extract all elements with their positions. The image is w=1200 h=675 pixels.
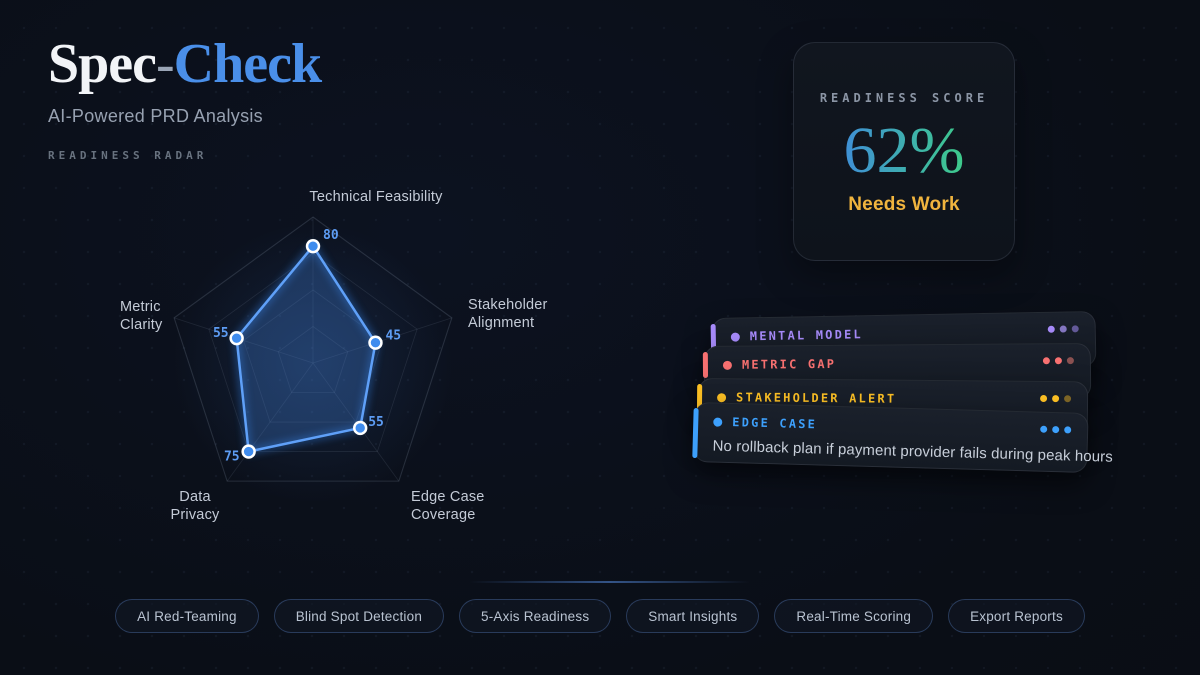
category-dot-icon bbox=[717, 392, 727, 402]
readiness-radar-chart: 80 45 55 75 55 Technical Feasibility Stakeho… bbox=[63, 180, 547, 540]
score-value: 62% bbox=[843, 114, 965, 187]
feature-pill-smart-insights[interactable]: Smart Insights bbox=[626, 599, 760, 633]
feature-pill-ai-red-teaming[interactable]: AI Red-Teaming bbox=[115, 599, 259, 633]
insight-card-title: MENTAL MODEL bbox=[749, 327, 864, 344]
brand-block: Spec-Check AI-Powered PRD Analysis READI… bbox=[48, 33, 322, 162]
score-status-badge: Needs Work bbox=[848, 194, 960, 216]
category-dot-icon bbox=[730, 331, 740, 342]
logo-text-accent: Check bbox=[173, 33, 322, 95]
svg-text:45: 45 bbox=[385, 329, 401, 344]
radar-svg: 80 45 55 75 55 bbox=[173, 216, 453, 503]
section-label: READINESS RADAR bbox=[48, 149, 208, 162]
svg-text:75: 75 bbox=[224, 450, 240, 465]
axis-label-stakeholder-alignment: Stakeholder Alignment bbox=[468, 297, 548, 331]
app-subtitle: AI-Powered PRD Analysis bbox=[48, 106, 263, 126]
insight-card-title: EDGE CASE bbox=[732, 415, 818, 432]
insight-card-edge-case[interactable]: EDGE CASE No rollback plan if payment pr… bbox=[692, 402, 1113, 473]
logo-dash: - bbox=[156, 33, 175, 95]
category-dot-icon bbox=[722, 360, 732, 370]
axis-label-data-privacy: Data Privacy bbox=[170, 489, 220, 523]
feature-pill-export-reports[interactable]: Export Reports bbox=[948, 599, 1085, 633]
insight-card-title: METRIC GAP bbox=[741, 356, 837, 372]
axis-label-technical-feasibility: Technical Feasibility bbox=[309, 189, 443, 205]
readiness-score-card: READINESS SCORE 62% Needs Work bbox=[793, 42, 1015, 261]
svg-text:80: 80 bbox=[323, 228, 339, 243]
feature-pill-5-axis-readiness[interactable]: 5-Axis Readiness bbox=[459, 599, 612, 633]
card-accent-bar bbox=[702, 351, 709, 379]
feature-pill-real-time-scoring[interactable]: Real-Time Scoring bbox=[774, 599, 934, 633]
score-label: READINESS SCORE bbox=[819, 91, 989, 105]
feature-pills-row: AI Red-Teaming Blind Spot Detection 5-Ax… bbox=[0, 599, 1200, 633]
app-logo: Spec-Check bbox=[48, 33, 322, 95]
axis-label-metric-clarity: Metric Clarity bbox=[120, 299, 163, 333]
insight-card-stack: MENTAL MODEL METRIC GAP STAKEHOLDER ALER… bbox=[690, 308, 1113, 483]
axis-label-edge-case-coverage: Edge Case Coverage bbox=[411, 489, 485, 523]
svg-text:55: 55 bbox=[368, 415, 384, 430]
section-divider bbox=[470, 581, 750, 583]
indicator-dots bbox=[1047, 325, 1079, 333]
category-dot-icon bbox=[713, 417, 723, 427]
logo-text-primary: Spec bbox=[48, 33, 157, 95]
indicator-dots bbox=[1042, 357, 1074, 365]
svg-text:55: 55 bbox=[213, 326, 229, 341]
indicator-dots bbox=[1040, 394, 1072, 403]
feature-pill-blind-spot-detection[interactable]: Blind Spot Detection bbox=[273, 599, 445, 633]
indicator-dots bbox=[1040, 425, 1072, 434]
